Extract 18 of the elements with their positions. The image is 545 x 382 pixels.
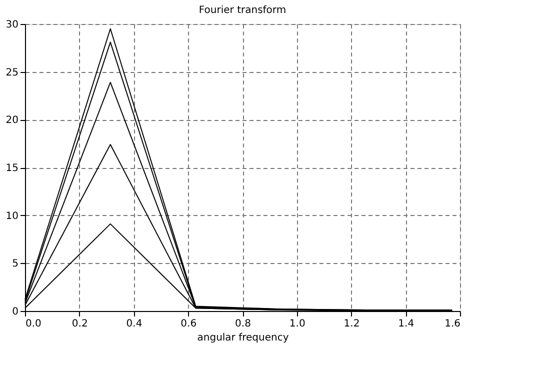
y-tick-label: 20 xyxy=(6,115,18,126)
x-tick-label: 1.4 xyxy=(398,318,414,330)
y-tick-label: 25 xyxy=(6,67,18,78)
x-tick-label: 0.8 xyxy=(235,318,251,330)
x-tick-label: 1.2 xyxy=(344,318,360,330)
y-tick-label: 15 xyxy=(6,163,18,174)
x-tick-label: 0.0 xyxy=(26,318,42,330)
x-tick-label: 0.2 xyxy=(72,318,88,330)
x-tick-label: 0.4 xyxy=(126,318,142,330)
y-tick-label: 30 xyxy=(6,20,18,30)
x-tick-label: 1.0 xyxy=(289,318,306,330)
y-tick-label: 10 xyxy=(6,210,18,222)
x-tick-label: 1.6 xyxy=(444,318,460,330)
chart-title: Fourier transform xyxy=(198,5,286,16)
y-tick-label: 0 xyxy=(12,306,18,318)
y-tick-label: 5 xyxy=(12,258,18,270)
x-tick-label: 0.6 xyxy=(180,318,197,330)
x-axis-title: angular frequency xyxy=(197,332,289,344)
